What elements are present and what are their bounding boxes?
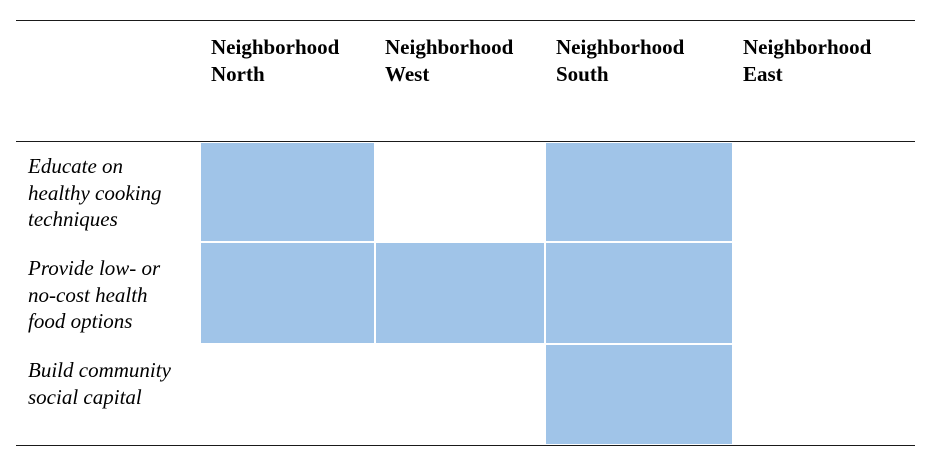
matrix-cell-social-south [546,345,732,444]
column-header-line: West [385,62,430,86]
row-label-line: Build community [28,358,171,382]
row-label-line: social capital [28,384,142,409]
column-header-line: Neighborhood [385,35,514,59]
row-label-line: no-cost health [28,282,148,307]
matrix-cell-social-north [201,345,374,444]
row-label-food-options: Provide low- or no-cost health food opti… [28,255,160,335]
column-header-north: Neighborhood North [211,34,339,88]
row-label-line: techniques [28,207,118,231]
matrix-cell-social-east [734,345,915,444]
column-header-line: East [743,62,783,86]
matrix-cell-food-east [734,243,915,343]
column-header-line: Neighborhood [743,35,872,59]
column-header-west: Neighborhood West [385,34,513,88]
column-header-line: North [211,62,265,86]
matrix-cell-food-south [546,243,732,343]
column-header-south: Neighborhood South [556,34,684,88]
row-label-line: healthy cooking [28,180,162,205]
matrix-cell-food-north [201,243,374,343]
row-label-line: food options [28,309,133,333]
row-label-cooking: Educate on healthy cooking techniques [28,153,162,233]
column-header-east: Neighborhood East [743,34,871,88]
table-header-rule [16,141,915,142]
column-header-line: Neighborhood [556,35,685,59]
matrix-cell-cooking-north [201,143,374,241]
matrix-cell-social-west [376,345,544,444]
matrix-cell-cooking-south [546,143,732,241]
column-header-line: Neighborhood [211,35,340,59]
row-label-line: Educate on [28,154,124,178]
matrix-cell-cooking-west [376,143,544,241]
row-label-line: Provide low- or [28,256,161,280]
table-top-rule [16,20,915,21]
matrix-cell-cooking-east [734,143,915,241]
matrix-cell-food-west [376,243,544,343]
row-label-social-capital: Build community social capital [28,357,171,410]
table-bottom-rule [16,445,915,446]
column-header-line: South [556,62,609,86]
